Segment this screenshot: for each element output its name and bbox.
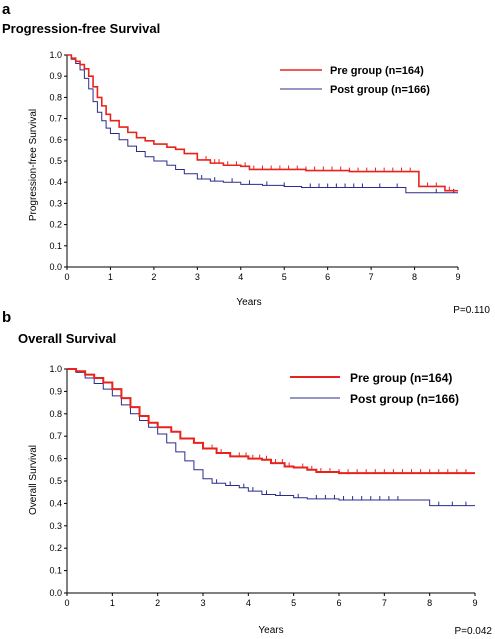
panel-a-xtick-label: 0 [64,272,69,282]
panel-a-ytick-label: 0.1 [49,241,62,251]
panel-b-xtick-label: 8 [427,598,432,608]
panel-a-xtick-label: 8 [412,272,417,282]
panel-a-xtick-label: 4 [238,272,243,282]
panel-b-ytick-label: 1.0 [49,364,62,374]
panel-b-pre-curve [67,368,475,475]
panel-a-xtick-label: 3 [195,272,200,282]
panel-b-ytick-label: 0.2 [49,543,62,553]
panel-a-title: Progression-free Survival [2,21,160,36]
panel-a-xtick-label: 1 [108,272,113,282]
panel-a-ytick-label: 0.3 [49,198,62,208]
panel-a-pre-curve [67,54,458,192]
panel-b-xlabel: Years [258,625,283,636]
panel-b-post-curve [67,368,475,507]
panel-b-xtick-label: 3 [200,598,205,608]
panel-b-ytick-label: 0.1 [49,566,62,576]
panel-a-p-value: P=0.110 [453,305,490,316]
panel-b-xtick-label: 4 [246,598,251,608]
panel-a-ytick-label: 0.4 [49,177,62,187]
panel-b-letter: b [2,309,11,326]
panel-a-xtick-label: 5 [282,272,287,282]
panel-b-ytick-label: 0.9 [49,386,62,396]
panel-a-xtick-label: 9 [455,272,460,282]
panel-a-post-curve [67,54,458,194]
panel-a-ytick-label: 0.6 [49,135,62,145]
panel-a-letter: a [2,1,11,18]
panel-b-xtick-label: 9 [472,598,477,608]
panel-b-ytick-label: 0.4 [49,498,62,508]
panel-a-ytick-label: 0.7 [49,114,62,124]
panel-b-xtick-label: 5 [291,598,296,608]
panel-b-xtick-label: 1 [110,598,115,608]
panel-b-xtick-label: 0 [64,598,69,608]
panel-b-xtick-label: 6 [336,598,341,608]
panel-a-ytick-label: 1.0 [49,50,62,60]
panel-b-ytick-label: 0.0 [49,588,62,598]
panel-b-ytick-label: 0.8 [49,409,62,419]
panel-a-ytick-label: 0.8 [49,92,62,102]
panel-a-ytick-label: 0.5 [49,156,62,166]
panel-a-pfs: a Progression-free Survival Progression-… [2,1,490,316]
panel-b-ytick-label: 0.5 [49,476,62,486]
panel-b-ytick-label: 0.7 [49,431,62,441]
panel-b-title: Overall Survival [18,331,116,346]
panel-a-xtick-label: 7 [369,272,374,282]
panel-b-ytick-label: 0.3 [49,521,62,531]
panel-a-legend-pre-label: Pre group (n=164) [330,65,424,77]
panel-b-xtick-label: 7 [382,598,387,608]
panel-a-ytick-label: 0.0 [49,262,62,272]
panel-a-ytick-label: 0.9 [49,71,62,81]
panel-a-xtick-label: 6 [325,272,330,282]
panel-b-ylabel: Overall Survival [28,445,39,515]
panel-a-xtick-label: 2 [151,272,156,282]
panel-b-legend-pre-label: Pre group (n=164) [350,371,452,385]
panel-a-legend-post-label: Post group (n=166) [330,84,430,96]
panel-b-xtick-label: 2 [155,598,160,608]
panel-b-legend-post-label: Post group (n=166) [350,392,459,406]
panel-b-os: b Overall Survival Overall Survival Year… [2,309,492,637]
panel-a-ytick-label: 0.2 [49,220,62,230]
panel-b-ytick-label: 0.6 [49,454,62,464]
panel-a-ylabel: Progression-free Survival [28,109,39,221]
panel-a-xlabel: Years [236,297,261,308]
panel-b-p-value: P=0.042 [454,626,492,637]
